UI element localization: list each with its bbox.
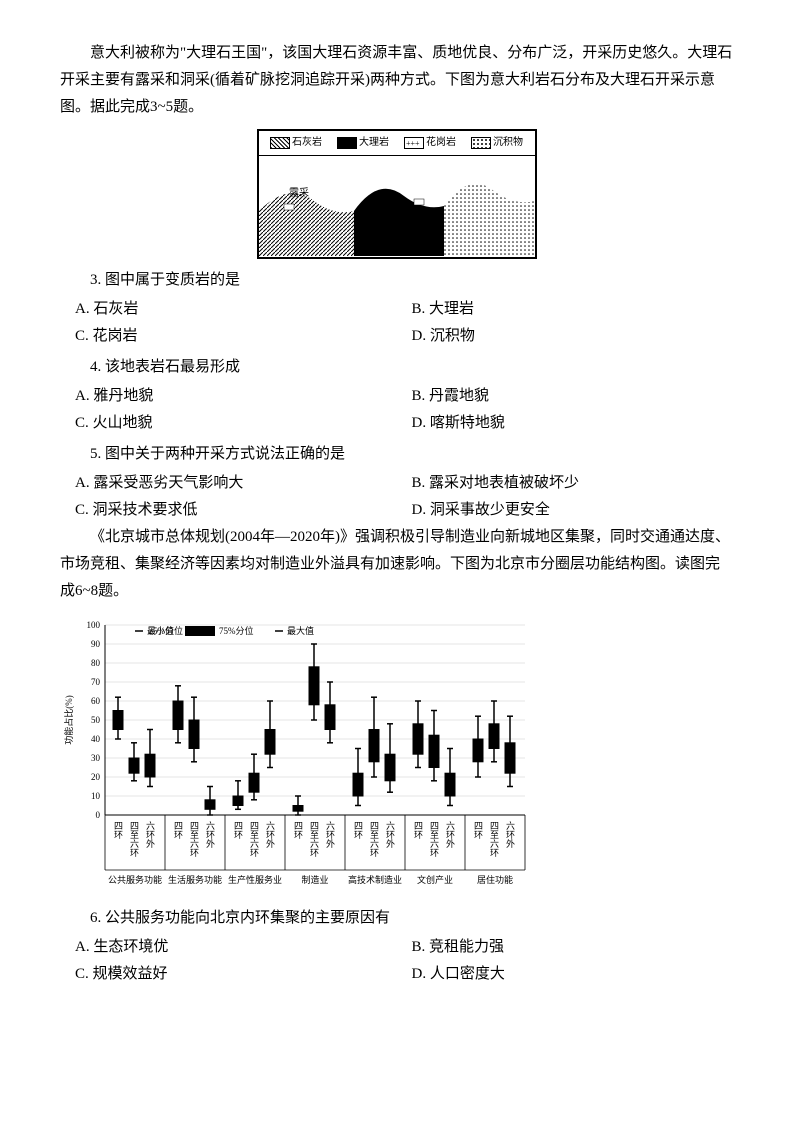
svg-text:六环外: 六环外 [385, 820, 395, 849]
svg-text:文创产业: 文创产业 [417, 874, 453, 885]
svg-text:高技术制造业: 高技术制造业 [348, 874, 402, 885]
passage-1: 意大利被称为"大理石王国"，该国大理石资源丰富、质地优良、分布广泛，开采历史悠久… [60, 40, 733, 121]
svg-text:公共服务功能: 公共服务功能 [108, 874, 162, 885]
svg-text:四至六环: 四至六环 [369, 821, 379, 858]
svg-text:四至六环: 四至六环 [129, 821, 139, 858]
svg-text:90: 90 [91, 639, 101, 649]
svg-text:六环外: 六环外 [145, 820, 155, 849]
q5-b: B. 露采对地表植被破坏少 [397, 470, 734, 497]
svg-text:六环外: 六环外 [505, 820, 515, 849]
svg-text:60: 60 [91, 696, 101, 706]
q3-d: D. 沉积物 [397, 323, 734, 350]
q6-b: B. 竞租能力强 [397, 934, 734, 961]
svg-text:100: 100 [87, 620, 101, 630]
q4-d: D. 喀斯特地貌 [397, 410, 734, 437]
legend-swatch [404, 137, 424, 149]
q6-c: C. 规模效益好 [60, 961, 397, 988]
svg-text:生活服务功能: 生活服务功能 [168, 874, 222, 885]
svg-text:20: 20 [91, 772, 101, 782]
svg-text:四环: 四环 [413, 821, 423, 840]
svg-text:六环外: 六环外 [325, 820, 335, 849]
q3-stem: 3. 图中属于变质岩的是 [60, 267, 733, 294]
legend-label: 大理岩 [359, 134, 389, 152]
boxplot-chart: 0102030405060708090100功能占比(%)最小值25%分位75%… [60, 615, 540, 895]
legend-item: 沉积物 [471, 134, 523, 152]
svg-text:最大值: 最大值 [287, 625, 314, 636]
svg-text:25%分位: 25%分位 [149, 625, 184, 636]
q3-options: A. 石灰岩 B. 大理岩 C. 花岗岩 D. 沉积物 [60, 296, 733, 350]
svg-text:六环外: 六环外 [445, 820, 455, 849]
svg-text:功能占比(%): 功能占比(%) [63, 695, 74, 745]
legend-item: 花岗岩 [404, 134, 456, 152]
passage-2: 《北京城市总体规划(2004年—2020年)》强调积极引导制造业向新城地区集聚，… [60, 524, 733, 605]
svg-text:六环外: 六环外 [265, 820, 275, 849]
svg-text:四至六环: 四至六环 [309, 821, 319, 858]
legend-label: 石灰岩 [292, 134, 322, 152]
q5-a: A. 露采受恶劣天气影响大 [60, 470, 397, 497]
svg-text:制造业: 制造业 [301, 874, 328, 885]
label-lucai: 露采 [289, 187, 309, 199]
svg-text:40: 40 [91, 734, 101, 744]
legend-item: 大理岩 [337, 134, 389, 152]
svg-text:80: 80 [91, 658, 101, 668]
q5-options: A. 露采受恶劣天气影响大 B. 露采对地表植被破坏少 C. 洞采技术要求低 D… [60, 470, 733, 524]
svg-text:四环: 四环 [293, 821, 303, 840]
q6-d: D. 人口密度大 [397, 961, 734, 988]
q3-c: C. 花岗岩 [60, 323, 397, 350]
q4-stem: 4. 该地表岩石最易形成 [60, 354, 733, 381]
legend-swatch [270, 137, 290, 149]
svg-text:四环: 四环 [353, 821, 363, 840]
svg-text:生产性服务业: 生产性服务业 [228, 874, 282, 885]
label-dongcai: 洞采 [419, 182, 439, 194]
q5-d: D. 洞采事故少更安全 [397, 497, 734, 524]
rock-diagram: 石灰岩 大理岩 花岗岩 沉积物 露采 洞采 [257, 129, 537, 259]
q4-b: B. 丹霞地貌 [397, 383, 734, 410]
legend-swatch [337, 137, 357, 149]
q5-stem: 5. 图中关于两种开采方式说法正确的是 [60, 441, 733, 468]
q5-c: C. 洞采技术要求低 [60, 497, 397, 524]
svg-text:四至六环: 四至六环 [189, 821, 199, 858]
svg-text:0: 0 [96, 810, 101, 820]
legend-swatch [471, 137, 491, 149]
svg-text:四至六环: 四至六环 [249, 821, 259, 858]
svg-text:六环外: 六环外 [205, 820, 215, 849]
legend-label: 沉积物 [493, 134, 523, 152]
svg-text:75%分位: 75%分位 [219, 625, 254, 636]
q4-c: C. 火山地貌 [60, 410, 397, 437]
svg-text:50: 50 [91, 715, 101, 725]
q6-stem: 6. 公共服务功能向北京内环集聚的主要原因有 [60, 905, 733, 932]
svg-text:四环: 四环 [113, 821, 123, 840]
q3-a: A. 石灰岩 [60, 296, 397, 323]
rock-mountains: 露采 洞采 [259, 156, 535, 256]
q6-options: A. 生态环境优 B. 竞租能力强 C. 规模效益好 D. 人口密度大 [60, 934, 733, 988]
q3-b: B. 大理岩 [397, 296, 734, 323]
q4-options: A. 雅丹地貌 B. 丹霞地貌 C. 火山地貌 D. 喀斯特地貌 [60, 383, 733, 437]
svg-text:四至六环: 四至六环 [489, 821, 499, 858]
svg-text:四至六环: 四至六环 [429, 821, 439, 858]
rock-legend: 石灰岩 大理岩 花岗岩 沉积物 [259, 131, 535, 156]
legend-item: 石灰岩 [270, 134, 322, 152]
svg-text:居住功能: 居住功能 [477, 874, 513, 885]
q6-a: A. 生态环境优 [60, 934, 397, 961]
svg-text:四环: 四环 [173, 821, 183, 840]
q4-a: A. 雅丹地貌 [60, 383, 397, 410]
svg-text:四环: 四环 [473, 821, 483, 840]
svg-text:四环: 四环 [233, 821, 243, 840]
legend-label: 花岗岩 [426, 134, 456, 152]
svg-text:30: 30 [91, 753, 101, 763]
svg-text:70: 70 [91, 677, 101, 687]
svg-text:10: 10 [91, 791, 101, 801]
